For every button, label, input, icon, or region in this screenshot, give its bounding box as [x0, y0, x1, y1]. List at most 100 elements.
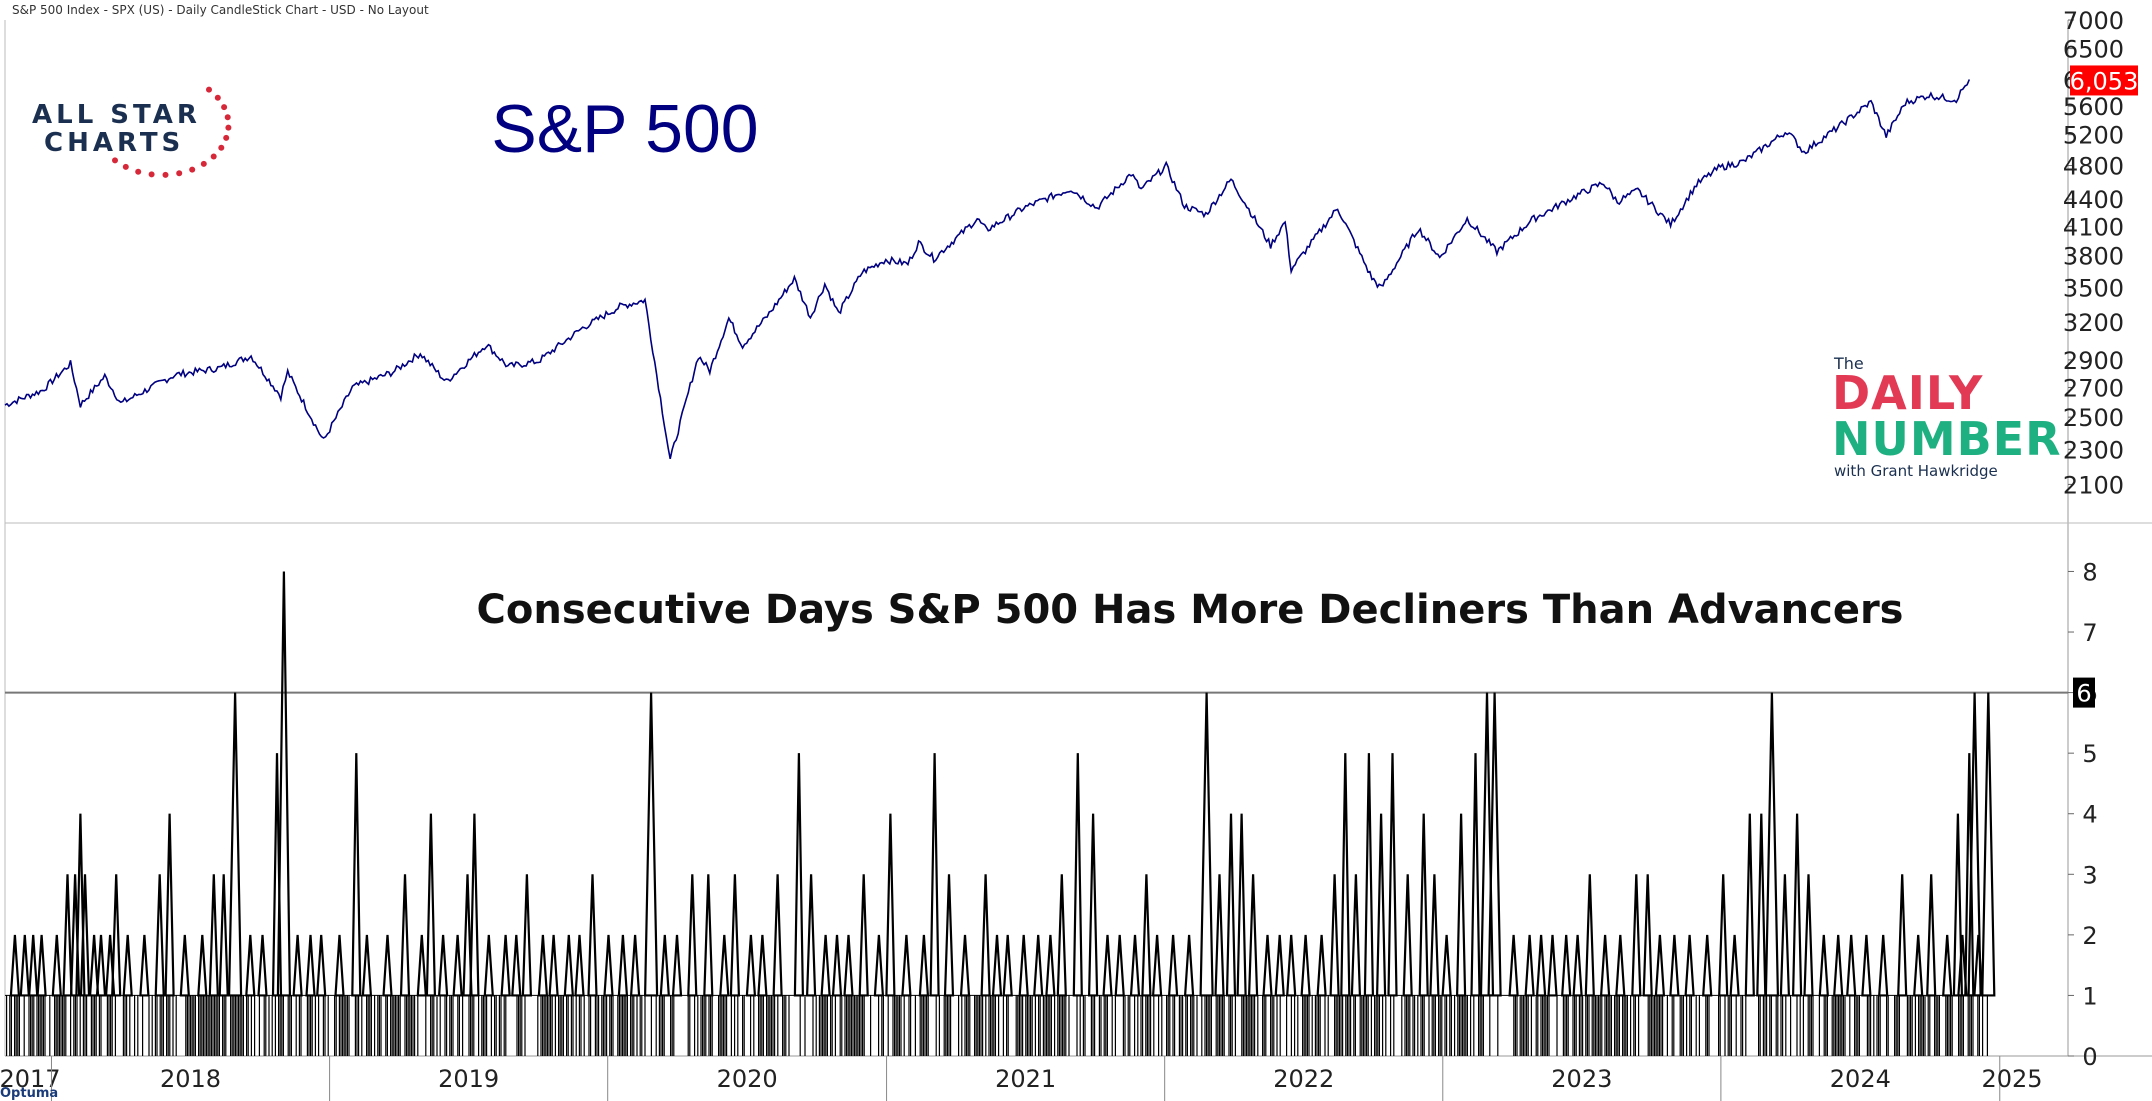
spike-mark: [1572, 934, 1583, 997]
spike-mark: [1897, 874, 1908, 997]
price-tick-label: 4800: [2063, 153, 2124, 181]
logo-star: [162, 171, 169, 178]
spike-mark: [1973, 934, 1984, 997]
spike-mark: [1300, 934, 1311, 997]
spike-mark: [1744, 813, 1755, 997]
spike-mark: [334, 934, 345, 997]
spike-mark: [1584, 874, 1595, 997]
spike-mark: [858, 874, 869, 997]
spike-mark: [305, 934, 316, 997]
spike-mark: [1402, 874, 1413, 997]
spike-mark: [1913, 934, 1924, 997]
breadth-tick-label: 0: [2082, 1043, 2097, 1071]
x-tick-label: 2022: [1273, 1065, 1334, 1093]
spike-mark: [1803, 874, 1814, 997]
spike-mark: [1535, 934, 1547, 997]
spike-mark: [1942, 934, 1953, 997]
spike-mark: [154, 874, 165, 997]
spike-mark: [1479, 692, 1495, 997]
spike-mark: [659, 934, 670, 997]
price-tick-label: 3500: [2063, 274, 2124, 302]
spike-mark: [574, 934, 585, 997]
spike-mark: [843, 934, 854, 997]
last-value-label: 6: [2076, 680, 2091, 708]
spike-mark: [1033, 934, 1044, 997]
logo-star: [223, 134, 230, 141]
spike-mark: [361, 934, 373, 997]
price-chart-title: S&P 500: [491, 91, 758, 167]
spike-mark: [1561, 934, 1572, 997]
spike-mark: [1718, 874, 1729, 997]
price-tick-label: 4400: [2063, 186, 2124, 214]
logo-star: [224, 114, 231, 121]
logo-star: [218, 144, 225, 151]
logo-star: [214, 94, 221, 101]
spike-mark: [245, 934, 256, 997]
spike-mark: [1141, 874, 1152, 997]
price-tick-label: 2700: [2063, 374, 2124, 402]
spike-mark: [1262, 934, 1273, 997]
spike-mark: [139, 934, 150, 997]
spike-mark: [1878, 934, 1889, 997]
spike-mark: [885, 813, 896, 997]
spike-mark: [1129, 934, 1141, 997]
spike-mark: [918, 934, 930, 997]
spike-mark: [991, 934, 1003, 997]
spike-mark: [1642, 874, 1653, 997]
last-price-tag: [2070, 65, 2138, 96]
logo-star: [176, 170, 183, 177]
spike-mark: [745, 934, 757, 997]
x-tick-label: 2017: [0, 1065, 61, 1093]
spike-mark: [1151, 934, 1163, 997]
spike-mark: [1167, 934, 1179, 997]
spike-mark: [1654, 934, 1666, 997]
price-tick-label: 2300: [2063, 436, 2124, 464]
spike-mark: [1225, 813, 1237, 997]
spike-mark: [1441, 934, 1452, 997]
breadth-tick-label: 1: [2082, 982, 2097, 1010]
logo-star: [200, 160, 207, 167]
spike-mark: [1056, 874, 1067, 997]
spike-mark: [687, 874, 698, 997]
x-tick-label: 2024: [1830, 1065, 1891, 1093]
logo-star: [225, 124, 232, 131]
spike-mark: [1729, 934, 1740, 997]
last-price-label: 6,053: [2070, 67, 2139, 95]
last-value-tag: [2073, 677, 2095, 708]
spike-mark: [1350, 874, 1362, 997]
price-tick-label: 7000: [2063, 7, 2124, 35]
price-line: [4, 79, 1971, 459]
spike-mark: [1631, 874, 1642, 997]
spike-mark: [416, 934, 427, 997]
logo-star: [206, 86, 212, 93]
spike-mark: [164, 813, 175, 997]
spike-mark: [1926, 874, 1937, 997]
logo-star: [135, 168, 142, 175]
price-panel: [4, 79, 1971, 459]
spike-mark: [901, 934, 912, 997]
x-tick-label: 2023: [1551, 1065, 1612, 1093]
spike-mark: [1329, 874, 1340, 997]
logo-line2: CHARTS: [44, 128, 185, 158]
spike-mark: [1045, 934, 1056, 997]
x-tick-label: 2019: [438, 1065, 499, 1093]
spike-mark: [537, 934, 549, 997]
breadth-tick-label: 4: [2082, 801, 2097, 829]
spike-mark: [483, 934, 494, 997]
spike-mark: [1487, 692, 1502, 997]
spike-mark: [9, 934, 21, 997]
spike-mark: [671, 934, 683, 997]
spike-mark: [62, 874, 73, 997]
spike-mark: [511, 934, 522, 997]
logo-star: [189, 166, 196, 173]
spike-mark: [1764, 692, 1780, 997]
spike-mark: [208, 874, 219, 997]
spike-mark: [36, 934, 47, 997]
spike-mark: [399, 874, 411, 997]
daily-number-the: The: [1834, 354, 1864, 373]
spike-mark: [521, 874, 533, 997]
price-tick-label: 3200: [2063, 309, 2124, 337]
spike-mark: [1981, 692, 1996, 997]
spike-mark: [1375, 813, 1387, 997]
spike-mark: [218, 874, 229, 997]
